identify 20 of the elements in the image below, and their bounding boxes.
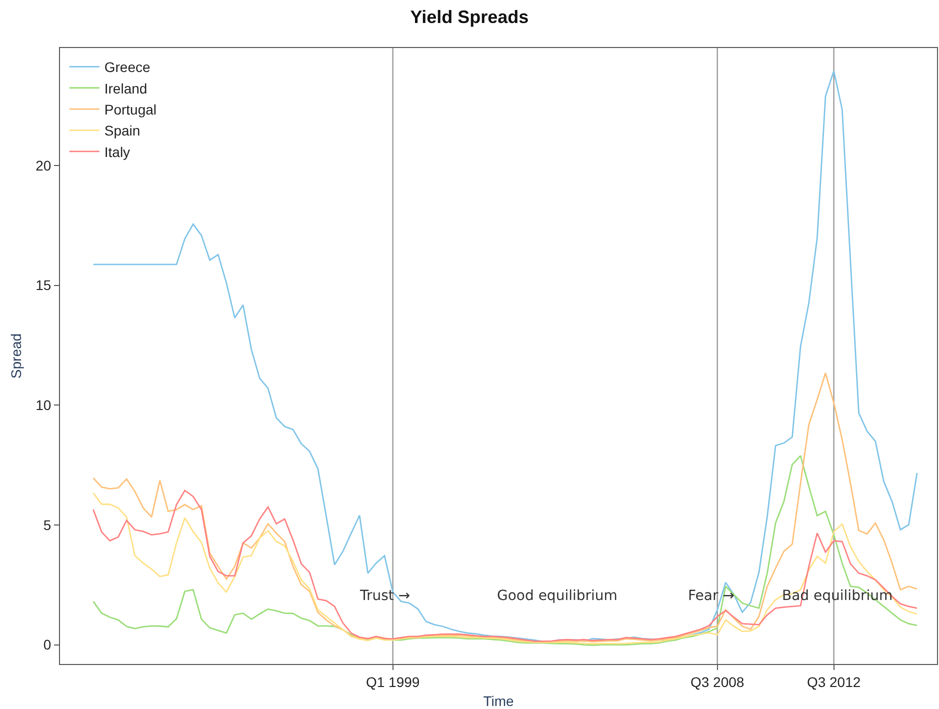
line-series [92, 455, 918, 646]
annotation: Good equilibrium [497, 588, 618, 604]
legend-label: Italy [104, 144, 130, 160]
y-tick-label: 10 [36, 397, 52, 414]
legend-label: Greece [104, 59, 151, 76]
y-tick-label: 20 [36, 157, 52, 174]
y-tick-label: 0 [43, 636, 52, 653]
x-tick-label: Q3 2008 [690, 674, 744, 690]
y-tick-label: 15 [36, 277, 52, 294]
y-axis-title: Spread [8, 333, 24, 379]
y-tick-label: 5 [43, 516, 52, 533]
line-series [92, 372, 918, 644]
x-tick-label: Q3 2012 [806, 674, 861, 690]
legend-label: Portugal [104, 102, 157, 118]
legend-label: Ireland [104, 80, 148, 96]
chart-title: Yield Spreads [410, 7, 529, 28]
annotation: Trust → [359, 588, 410, 604]
legend-label: Spain [104, 122, 140, 139]
x-tick-label: Q1 1999 [366, 674, 420, 690]
x-axis-title: Time [483, 693, 514, 709]
